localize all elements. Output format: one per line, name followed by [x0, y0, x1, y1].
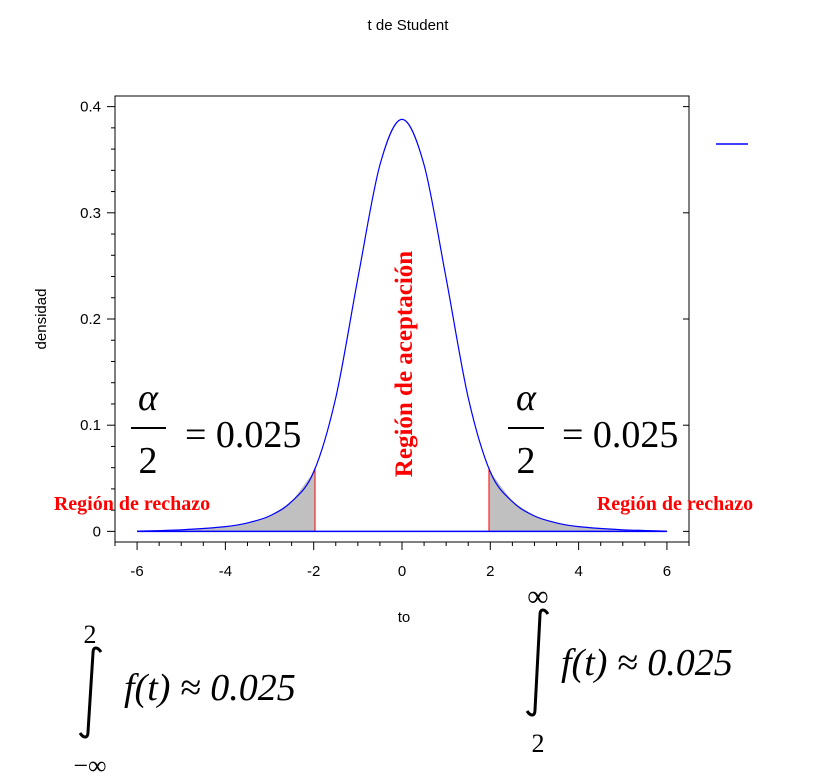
right-rejection-region-label: Región de rechazo [597, 493, 753, 515]
x-tick-label: 4 [574, 563, 582, 580]
left-integral-sign [78, 646, 103, 739]
right-alpha-denominator: 2 [517, 440, 536, 482]
y-axis-label: densidad [33, 289, 50, 350]
y-tick-label: 0.2 [80, 311, 101, 328]
x-tick-label: -2 [307, 563, 320, 580]
y-tick-label: 0.4 [80, 99, 101, 116]
x-tick-label: 0 [398, 563, 406, 580]
right-integral: ∞ 2 f(t) ≈ 0.025 [525, 580, 733, 758]
right-integral-expression: f(t) ≈ 0.025 [561, 642, 733, 684]
density-curve [137, 118, 667, 532]
right-integral-upper-limit: ∞ [527, 580, 548, 613]
chart-title: t de Student [368, 17, 450, 34]
x-tick-label: -4 [219, 563, 232, 580]
x-tick-label: -6 [130, 563, 143, 580]
left-rejection-region-label: Región de rechazo [54, 493, 210, 515]
y-tick-label: 0.3 [80, 205, 101, 222]
right-integral-lower-limit: 2 [532, 729, 545, 758]
plot-area: -6 -4 -2 0 2 4 6 0 0.1 0.2 0.3 0.4 [80, 95, 690, 580]
left-alpha-value: = 0.025 [185, 414, 301, 456]
left-alpha-denominator: 2 [139, 440, 158, 482]
y-axis: 0 0.1 0.2 0.3 0.4 [80, 99, 689, 540]
x-axis: -6 -4 -2 0 2 4 6 [114, 542, 690, 580]
right-integral-sign [525, 608, 550, 717]
x-axis-label: to [398, 609, 411, 626]
right-alpha-annotation: α 2 = 0.025 [508, 377, 678, 482]
left-integral-lower-limit: −∞ [73, 751, 106, 778]
left-integral-upper-limit: 2 [84, 620, 97, 649]
right-alpha-numerator: α [516, 377, 537, 419]
left-alpha-numerator: α [138, 377, 159, 419]
acceptance-region-label: Región de aceptación [391, 251, 418, 477]
x-tick-label: 2 [486, 563, 494, 580]
left-alpha-annotation: α 2 = 0.025 [131, 377, 301, 482]
y-tick-label: 0.1 [80, 417, 101, 434]
x-tick-label: 6 [663, 563, 671, 580]
left-integral-expression: f(t) ≈ 0.025 [124, 667, 296, 709]
y-tick-label: 0 [93, 523, 101, 540]
right-alpha-value: = 0.025 [562, 414, 678, 456]
left-integral: 2 −∞ f(t) ≈ 0.025 [73, 620, 295, 778]
